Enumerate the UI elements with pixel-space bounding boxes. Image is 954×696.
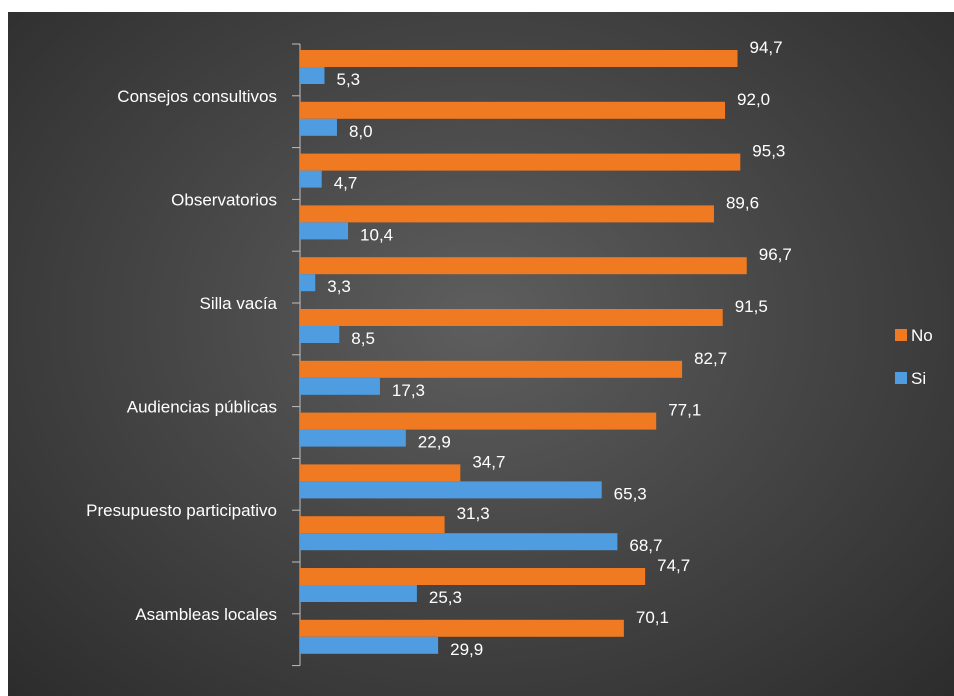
category-label-2: Observatorios <box>171 190 277 209</box>
category-label-1: Consejos consultivos <box>117 87 277 106</box>
category-label-3: Silla vacía <box>200 294 278 313</box>
value-label-no-12: 70,1 <box>636 608 669 627</box>
bar-no-12 <box>300 619 624 637</box>
value-label-si-7: 17,3 <box>392 381 425 400</box>
legend-swatch-si <box>895 372 907 384</box>
bar-no-6 <box>300 309 723 326</box>
bar-si-2 <box>300 118 337 136</box>
value-label-si-8: 22,9 <box>418 433 451 452</box>
legend-label-no: No <box>911 326 933 345</box>
bar-si-1 <box>300 67 325 84</box>
bar-si-5 <box>300 274 316 292</box>
bar-no-10 <box>300 516 445 534</box>
bar-si-8 <box>300 429 406 447</box>
category-label-6: Asambleas locales <box>135 605 277 624</box>
bar-no-9 <box>300 464 461 482</box>
bar-si-9 <box>300 481 602 499</box>
value-label-no-7: 82,7 <box>694 349 727 368</box>
value-label-no-2: 92,0 <box>737 90 770 109</box>
value-label-si-5: 3,3 <box>327 277 351 296</box>
bar-si-3 <box>300 170 322 188</box>
value-label-no-11: 74,7 <box>657 556 690 575</box>
value-label-si-4: 10,4 <box>360 225 393 244</box>
bar-no-1 <box>300 50 738 67</box>
bar-si-10 <box>300 533 618 551</box>
value-label-si-10: 68,7 <box>629 536 662 555</box>
value-label-no-3: 95,3 <box>752 142 785 161</box>
bar-no-8 <box>300 412 657 430</box>
category-label-5: Presupuesto participativo <box>86 501 277 520</box>
value-label-no-4: 89,6 <box>726 193 759 212</box>
bar-no-5 <box>300 257 747 275</box>
value-label-si-11: 25,3 <box>429 588 462 607</box>
bar-no-3 <box>300 153 741 171</box>
value-label-no-9: 34,7 <box>472 452 505 471</box>
value-label-no-8: 77,1 <box>668 401 701 420</box>
value-label-si-1: 5,3 <box>336 70 360 89</box>
legend-label-si: Si <box>911 369 926 388</box>
bar-no-7 <box>300 360 683 378</box>
category-label-4: Audiencias públicas <box>127 398 277 417</box>
value-label-si-9: 65,3 <box>614 484 647 503</box>
value-label-si-3: 4,7 <box>334 174 358 193</box>
value-label-no-6: 91,5 <box>735 297 768 316</box>
bar-si-4 <box>300 222 349 240</box>
value-label-no-5: 96,7 <box>759 245 792 264</box>
value-label-si-6: 8,5 <box>351 329 375 348</box>
bar-si-12 <box>300 636 439 654</box>
legend-swatch-no <box>895 329 907 341</box>
bar-no-11 <box>300 568 646 585</box>
bar-no-2 <box>300 101 726 119</box>
value-label-no-10: 31,3 <box>457 504 490 523</box>
value-label-si-2: 8,0 <box>349 122 373 141</box>
value-label-no-1: 94,7 <box>750 38 783 57</box>
bar-no-4 <box>300 205 714 223</box>
bar-si-11 <box>300 585 417 602</box>
bar-si-7 <box>300 377 380 395</box>
value-label-si-12: 29,9 <box>450 640 483 659</box>
bar-si-6 <box>300 326 340 343</box>
